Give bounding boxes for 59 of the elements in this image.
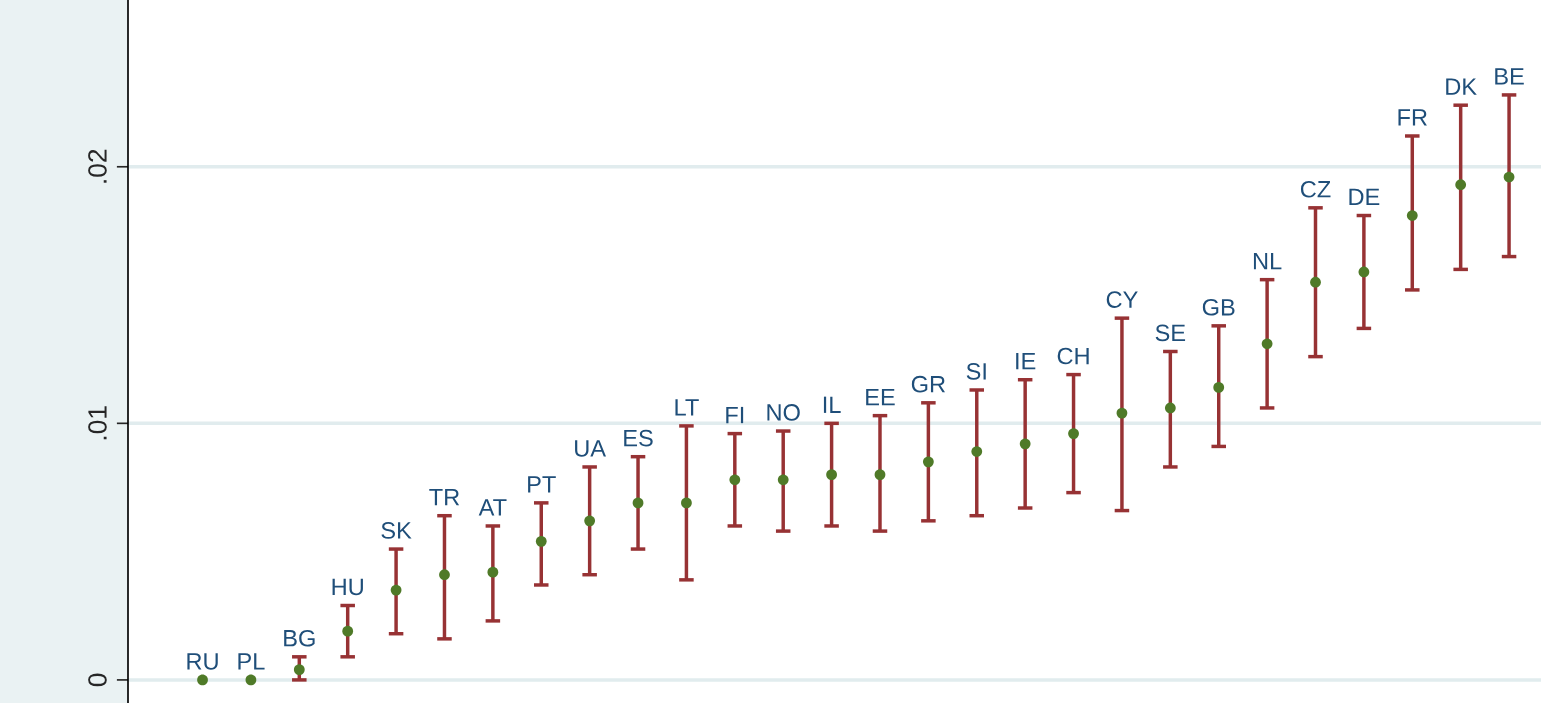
point <box>1406 210 1418 221</box>
x-tick-label: SI <box>966 363 986 380</box>
x-tick-label: RU <box>187 653 218 670</box>
x-tick-label: CZ <box>1300 180 1331 198</box>
point <box>1213 382 1225 393</box>
y-tick-label: 0 <box>88 673 107 687</box>
point <box>1164 402 1176 414</box>
x-tick-label: DK <box>1446 78 1477 95</box>
x-tick-label: AT <box>478 499 507 516</box>
point <box>1503 171 1515 183</box>
point <box>1455 179 1467 191</box>
point <box>584 515 596 527</box>
x-tick-label: PT <box>528 476 556 493</box>
point <box>826 469 837 481</box>
point <box>293 664 305 676</box>
x-tick-label: FI <box>726 406 744 424</box>
point <box>923 456 934 468</box>
point <box>245 674 257 686</box>
point <box>439 569 450 581</box>
x-tick-label: UA <box>575 440 606 457</box>
point <box>777 474 789 486</box>
x-tick-label: CY <box>1106 291 1138 308</box>
x-tick-label: NO <box>767 404 800 421</box>
x-tick-label: EE <box>866 388 895 406</box>
x-tick-label: SE <box>1155 324 1186 342</box>
x-tick-label: IL <box>823 396 841 413</box>
point <box>729 474 741 486</box>
x-tick-label: FR <box>1398 109 1427 126</box>
x-tick-label: BG <box>284 629 315 647</box>
point <box>390 584 402 596</box>
y-tick-label: .02 <box>88 149 107 183</box>
x-tick-label: LT <box>675 399 699 416</box>
x-tick-label: HU <box>332 578 363 596</box>
point <box>1068 428 1079 439</box>
x-tick-label: CH <box>1057 347 1089 365</box>
point <box>1310 276 1321 288</box>
x-tick-label: DE <box>1349 188 1380 206</box>
x-tick-label: GB <box>1202 298 1235 316</box>
y-tick-label: .01 <box>88 406 107 440</box>
x-tick-label: SK <box>381 522 412 539</box>
point <box>874 469 886 481</box>
point <box>197 674 208 686</box>
point <box>342 625 354 637</box>
x-tick-label: ES <box>624 429 653 447</box>
point <box>1358 266 1370 278</box>
x-tick-label: TR <box>429 489 460 506</box>
x-tick-label: GR <box>911 375 945 393</box>
point <box>535 535 547 547</box>
x-tick-label: PL <box>238 653 265 670</box>
x-tick-label: NL <box>1253 252 1282 270</box>
point <box>632 497 644 509</box>
point <box>971 446 983 457</box>
point <box>681 497 692 509</box>
point <box>1116 407 1128 419</box>
point <box>487 566 499 578</box>
x-tick-label: BE <box>1495 68 1524 85</box>
x-tick-label: IE <box>1016 353 1036 370</box>
point <box>1261 338 1273 350</box>
point <box>1019 438 1031 450</box>
